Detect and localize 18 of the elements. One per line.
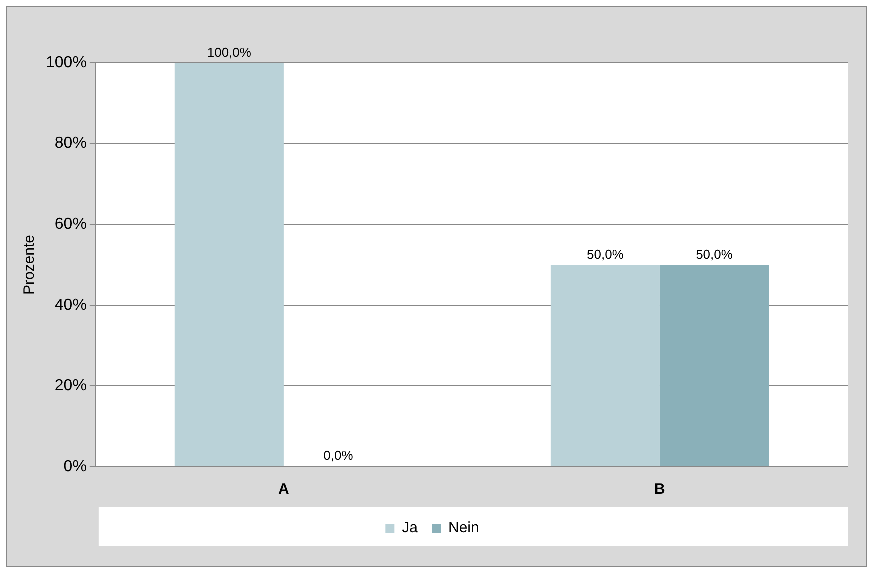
y-axis-title: Prozente bbox=[21, 234, 38, 296]
y-tick-label: 40% bbox=[54, 296, 87, 314]
data-label: 100,0% bbox=[207, 45, 252, 60]
y-tick-label: 20% bbox=[54, 378, 87, 395]
y-tick-label: 80% bbox=[54, 135, 87, 152]
x-tick-label: B bbox=[654, 481, 666, 498]
legend-label: Ja bbox=[402, 520, 419, 537]
y-tick-label: 100% bbox=[46, 54, 87, 72]
bar bbox=[550, 265, 660, 466]
x-tick-label: A bbox=[278, 481, 290, 498]
bar bbox=[660, 265, 770, 466]
y-tick-label: 0% bbox=[64, 458, 87, 476]
y-tick-label: 60% bbox=[54, 216, 87, 234]
data-label: 50,0% bbox=[696, 247, 734, 262]
data-label: 50,0% bbox=[587, 247, 624, 262]
legend-label: Nein bbox=[448, 520, 480, 537]
data-label: 0,0% bbox=[324, 448, 354, 464]
bar bbox=[174, 63, 284, 466]
